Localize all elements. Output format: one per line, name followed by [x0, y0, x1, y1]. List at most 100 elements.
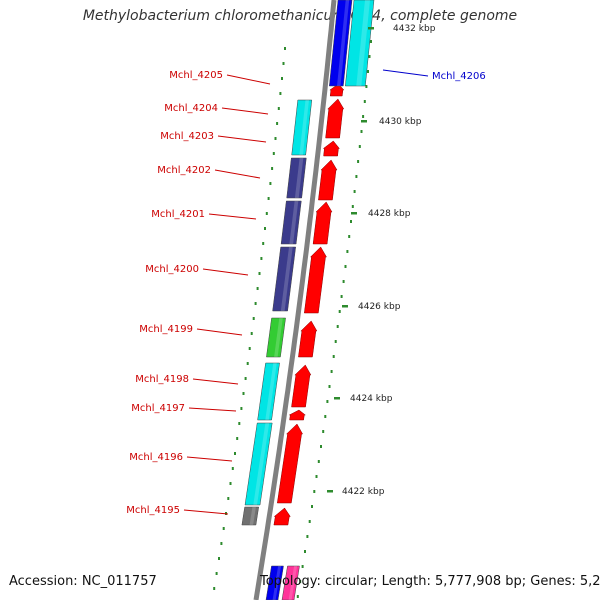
tick-mark: [351, 212, 357, 215]
tick-label: 4426 kbp: [358, 302, 401, 312]
tick-label: 4432 kbp: [393, 24, 436, 34]
gene-label-mchl_4201: Mchl_4201: [151, 209, 205, 220]
gene-label-mchl_4196: Mchl_4196: [129, 452, 183, 463]
dot: [215, 572, 218, 575]
gene-label-mchl_4198: Mchl_4198: [135, 374, 189, 385]
gene-box-4201-shade: [289, 201, 299, 244]
gene-label-mchl_4203: Mchl_4203: [160, 131, 214, 142]
gene-label-mchl_4197: Mchl_4197: [131, 403, 185, 414]
gene-features: [241, 0, 375, 600]
leader-line: [382, 69, 429, 77]
dot: [220, 542, 223, 545]
dot: [260, 257, 263, 260]
dot: [252, 317, 255, 320]
tick-mark: [361, 120, 367, 123]
gene-mchl-4195: [273, 507, 291, 526]
dot: [229, 482, 232, 485]
tick-label: 4422 kbp: [342, 487, 385, 497]
dot: [320, 445, 322, 448]
map-title: Methylobacterium chloromethanicum CM4, c…: [82, 8, 518, 24]
dot: [324, 415, 327, 418]
gene-box-4200: [272, 246, 296, 312]
scale-ticks: 4432 kbp 4430 kbp 4428 kbp 4426 kbp 4424 kbp…: [327, 24, 436, 497]
gene-label-mchl_4206: Mchl_4206: [432, 71, 486, 82]
tick-label: 4430 kbp: [379, 117, 422, 127]
dot: [242, 392, 245, 395]
dot: [357, 160, 360, 163]
dot: [308, 520, 311, 523]
gene-mchl-4198: [291, 364, 312, 408]
dot: [313, 490, 316, 493]
dot: [350, 220, 352, 223]
gene-mchl-4206-shade: [337, 0, 350, 86]
gene-mchl-4199: [298, 320, 318, 358]
dot: [250, 332, 253, 335]
gene-label-mchl_4202: Mchl_4202: [157, 165, 211, 176]
dot: [351, 205, 354, 208]
dot: [299, 580, 302, 583]
gene-box-4204: [291, 99, 313, 156]
dot: [264, 227, 266, 230]
dot: [342, 280, 345, 283]
leader-line: [188, 407, 237, 412]
gene-box-4207-shade: [356, 0, 370, 86]
gene-bottom-pink-shade: [288, 566, 298, 600]
leader-line: [208, 213, 257, 220]
gene-mchl-4203: [322, 140, 340, 157]
dot: [271, 167, 274, 170]
dot: [296, 595, 299, 598]
gene-label-mchl_4195: Mchl_4195: [126, 505, 180, 516]
dot: [353, 190, 356, 193]
leader-line: [217, 135, 267, 143]
gene-mchl-4201: [312, 201, 333, 245]
gene-label-mchl_4205: Mchl_4205: [169, 70, 223, 81]
tick-mark: [342, 305, 348, 308]
gene-box-4196: [244, 422, 273, 506]
gene-box-4196-shade: [253, 423, 270, 505]
dot: [238, 422, 241, 425]
tick-mark: [327, 490, 333, 493]
dot: [234, 452, 236, 455]
tick-mark: [368, 27, 374, 30]
gene-box-4195: [241, 506, 259, 526]
dot: [218, 557, 220, 560]
dot: [311, 505, 313, 508]
dot: [301, 565, 304, 568]
accession-text: Accession: NC_011757: [9, 574, 157, 589]
dot: [262, 242, 265, 245]
gene-bottom-pink: [281, 565, 300, 600]
dot: [344, 265, 347, 268]
dot: [368, 55, 371, 58]
gene-mchl-4202: [318, 159, 338, 201]
dot: [248, 347, 251, 350]
outer-dots: [213, 40, 372, 598]
dot: [336, 325, 339, 328]
gene-box-4200-shade: [280, 247, 293, 311]
gene-box-4199-shade: [274, 318, 283, 357]
dot: [222, 527, 225, 530]
gene-box-4198: [257, 362, 280, 421]
dot: [213, 587, 216, 590]
dot: [276, 122, 279, 125]
leader-line: [226, 74, 271, 85]
dot: [227, 497, 230, 500]
tick-mark: [334, 397, 340, 400]
leader-line: [186, 456, 233, 462]
tick-label: 4428 kbp: [368, 209, 411, 219]
dot: [367, 70, 369, 73]
gene-label-mchl_4199: Mchl_4199: [139, 324, 193, 335]
gene-bottom-blue-shade: [272, 566, 282, 600]
gene-label-mchl_4200: Mchl_4200: [145, 264, 199, 275]
dot: [315, 475, 318, 478]
gene-box-4204-shade: [299, 100, 309, 155]
dot: [348, 235, 351, 238]
dot: [317, 460, 320, 463]
dot: [355, 175, 358, 178]
dot: [328, 385, 331, 388]
dot: [306, 535, 309, 538]
dot: [326, 400, 329, 403]
dot: [330, 370, 333, 373]
tick-label: 4424 kbp: [350, 394, 393, 404]
dot: [279, 92, 282, 95]
